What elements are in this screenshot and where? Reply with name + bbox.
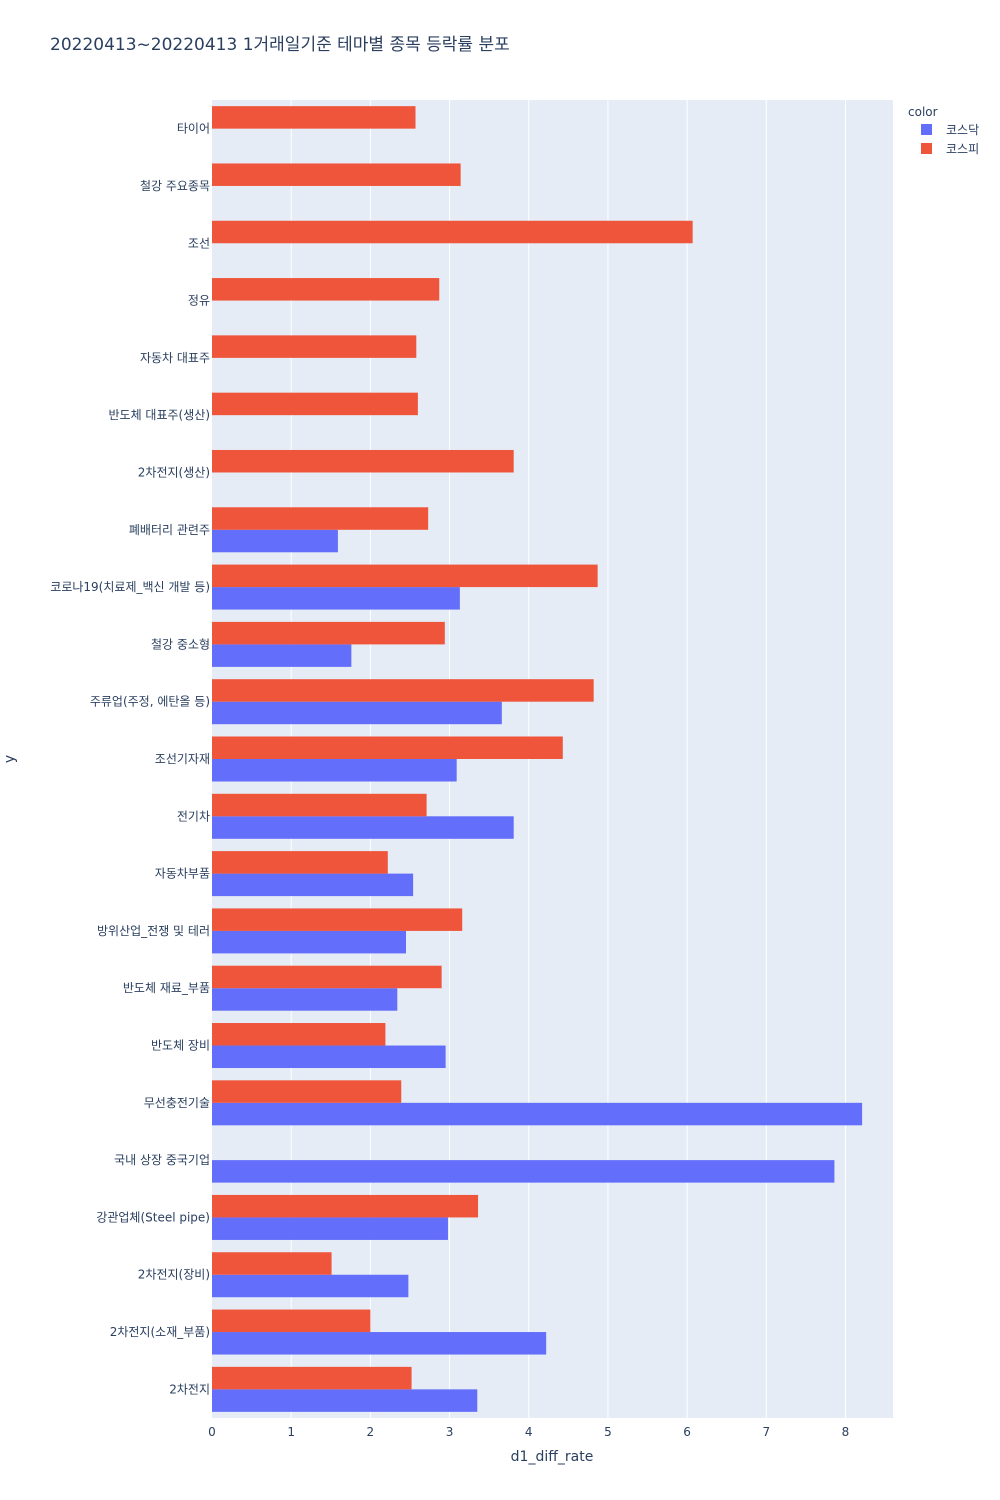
x-tick-label: 0 bbox=[208, 1425, 216, 1439]
bar-kospi[interactable] bbox=[212, 449, 514, 473]
bar-kospi[interactable] bbox=[212, 621, 445, 645]
y-tick-label: 반도체 장비 bbox=[151, 1039, 210, 1053]
y-tick-label: 정유 bbox=[188, 294, 210, 308]
legend[interactable]: color 코스닥 코스피 bbox=[908, 105, 979, 156]
x-tick-label: 4 bbox=[525, 1425, 533, 1439]
bar-kospi[interactable] bbox=[212, 1194, 479, 1218]
y-tick-label: 2차전지(장비) bbox=[138, 1268, 210, 1282]
bar-kospi[interactable] bbox=[212, 1080, 402, 1103]
legend-item-kosdaq[interactable]: 코스닥 bbox=[921, 123, 979, 137]
bar-kospi[interactable] bbox=[212, 278, 440, 301]
bar-kospi[interactable] bbox=[212, 793, 427, 817]
bar-kospi[interactable] bbox=[212, 679, 594, 702]
bar-kosdaq[interactable] bbox=[212, 529, 338, 553]
y-tick-label: 무선충전기술 bbox=[144, 1096, 210, 1110]
bar-kosdaq[interactable] bbox=[212, 1102, 863, 1126]
y-tick-label: 2차전지(소재_부품) bbox=[110, 1325, 210, 1339]
bar-kospi[interactable] bbox=[212, 335, 417, 358]
bar-kosdaq[interactable] bbox=[212, 988, 398, 1011]
legend-swatch-kosdaq bbox=[921, 124, 932, 135]
legend-label-kosdaq: 코스닥 bbox=[946, 123, 979, 137]
bar-kospi[interactable] bbox=[212, 965, 442, 989]
bars bbox=[212, 106, 863, 1412]
y-tick-label: 방위산업_전쟁 및 테러 bbox=[97, 924, 210, 938]
legend-swatch-kospi bbox=[921, 143, 932, 154]
legend-label-kospi: 코스피 bbox=[946, 142, 979, 156]
bar-kosdaq[interactable] bbox=[212, 873, 414, 897]
y-axis-title: y bbox=[2, 755, 18, 763]
x-tick-label: 3 bbox=[446, 1425, 454, 1439]
bar-kosdaq[interactable] bbox=[212, 587, 460, 610]
y-tick-label: 강관업체(Steel pipe) bbox=[96, 1210, 210, 1224]
bar-kosdaq[interactable] bbox=[212, 1389, 478, 1412]
y-tick-label: 철강 중소형 bbox=[151, 637, 210, 651]
y-tick-label: 반도체 재료_부품 bbox=[123, 981, 210, 995]
y-tick-label: 철강 주요종목 bbox=[140, 179, 210, 193]
y-tick-label: 전기차 bbox=[177, 809, 210, 823]
x-tick-label: 6 bbox=[683, 1425, 691, 1439]
bar-kosdaq[interactable] bbox=[212, 1274, 409, 1298]
bar-kospi[interactable] bbox=[212, 392, 418, 416]
y-tick-label: 자동차 대표주 bbox=[140, 351, 210, 365]
y-tick-label: 주류업(주정, 에탄올 등) bbox=[90, 695, 210, 709]
y-tick-label: 조선기자재 bbox=[155, 752, 210, 766]
bar-kospi[interactable] bbox=[212, 507, 429, 530]
y-tick-label: 2차전지(생산) bbox=[138, 465, 210, 479]
bar-kospi[interactable] bbox=[212, 851, 388, 874]
bar-kospi[interactable] bbox=[212, 1309, 371, 1333]
x-tick-label: 7 bbox=[762, 1425, 770, 1439]
bar-kosdaq[interactable] bbox=[212, 701, 502, 725]
bar-kospi[interactable] bbox=[212, 908, 463, 931]
bar-kospi[interactable] bbox=[212, 106, 416, 129]
x-tick-labels: 0 1 2 3 4 5 6 7 8 bbox=[208, 1425, 849, 1439]
y-tick-label: 타이어 bbox=[177, 122, 210, 136]
y-tick-label: 국내 상장 중국기업 bbox=[114, 1153, 210, 1167]
bar-kospi[interactable] bbox=[212, 163, 461, 186]
legend-title: color bbox=[908, 105, 938, 119]
x-tick-label: 1 bbox=[287, 1425, 295, 1439]
chart-title: 20220413~20220413 1거래일기준 테마별 종목 등락률 분포 bbox=[50, 35, 510, 55]
bar-kosdaq[interactable] bbox=[212, 1045, 446, 1069]
y-tick-label: 폐배터리 관련주 bbox=[129, 523, 210, 537]
bar-kosdaq[interactable] bbox=[212, 930, 407, 954]
bar-kosdaq[interactable] bbox=[212, 1217, 448, 1240]
y-tick-label: 2차전지 bbox=[169, 1382, 210, 1396]
bar-kosdaq[interactable] bbox=[212, 759, 457, 782]
bar-kosdaq[interactable] bbox=[212, 1160, 835, 1183]
x-tick-label: 8 bbox=[842, 1425, 850, 1439]
bar-kosdaq[interactable] bbox=[212, 1332, 547, 1355]
bar-kospi[interactable] bbox=[212, 736, 563, 760]
x-tick-label: 5 bbox=[604, 1425, 612, 1439]
bar-kospi[interactable] bbox=[212, 1366, 412, 1390]
bar-kosdaq[interactable] bbox=[212, 816, 514, 839]
legend-item-kospi[interactable]: 코스피 bbox=[921, 142, 979, 156]
bar-kospi[interactable] bbox=[212, 1023, 386, 1046]
bar-kospi[interactable] bbox=[212, 1252, 332, 1275]
y-tick-label: 반도체 대표주(생산) bbox=[109, 408, 211, 422]
bar-kosdaq[interactable] bbox=[212, 644, 352, 667]
bar-kospi[interactable] bbox=[212, 220, 693, 244]
y-tick-label: 자동차부품 bbox=[155, 867, 210, 881]
y-tick-label: 조선 bbox=[188, 236, 210, 250]
x-axis-title: d1_diff_rate bbox=[511, 1449, 594, 1465]
bar-kospi[interactable] bbox=[212, 564, 598, 588]
y-tick-label: 코로나19(치료제_백신 개발 등) bbox=[50, 580, 210, 594]
x-tick-label: 2 bbox=[367, 1425, 375, 1439]
